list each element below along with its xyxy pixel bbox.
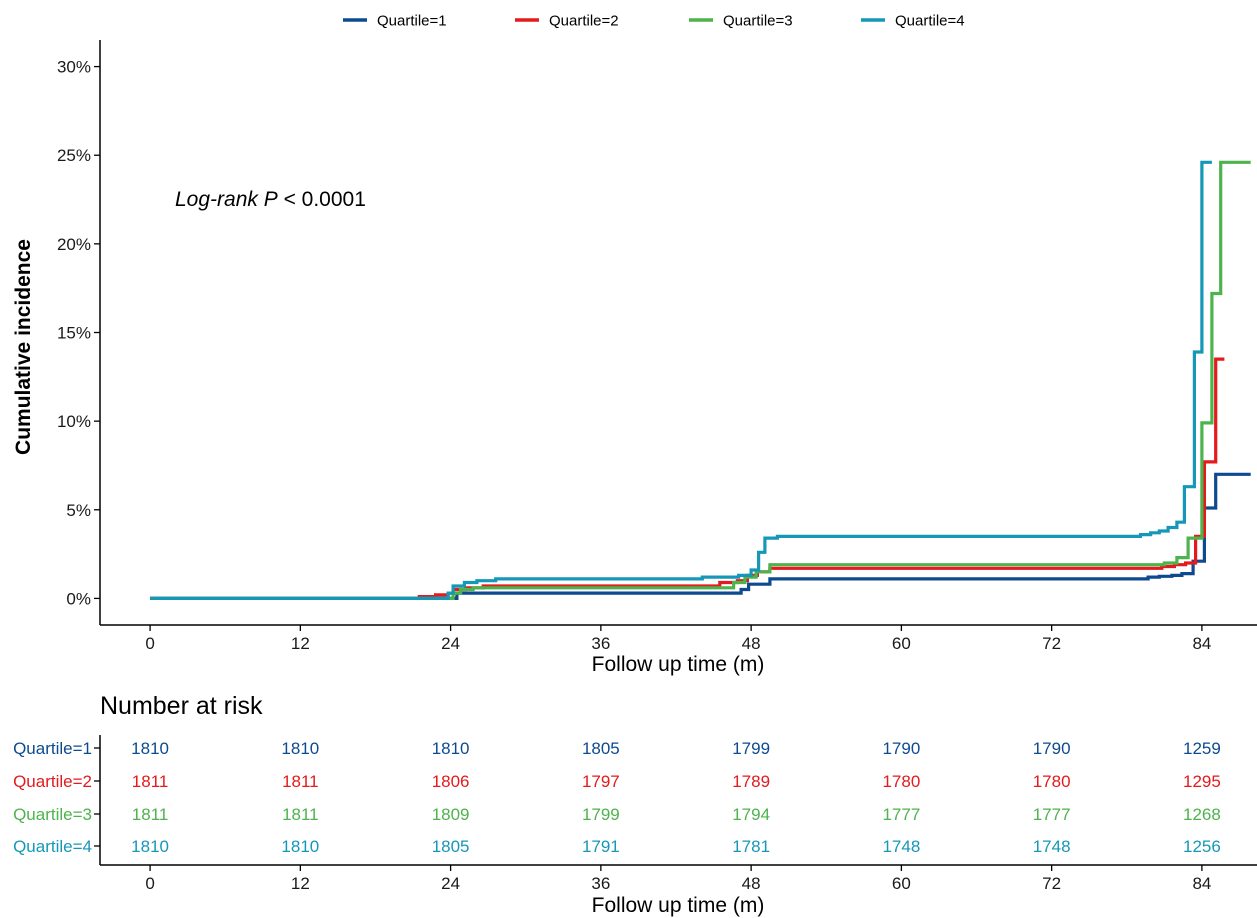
risk-count: 1748 [882, 837, 920, 856]
legend: Quartile=1 Quartile=2 Quartile=3 Quartile=4 [343, 13, 965, 30]
risk-count: 1810 [131, 739, 169, 758]
risk-count: 1790 [882, 739, 920, 758]
risk-count: 1806 [432, 772, 470, 791]
risk-x-tick-label: 72 [1042, 874, 1061, 893]
risk-x-tick-label: 12 [291, 874, 310, 893]
curve-quartile-1 [150, 472, 1251, 600]
risk-count: 1811 [132, 805, 169, 824]
x-tick-label: 84 [1192, 634, 1211, 653]
legend-label-quartile-4: Quartile=4 [895, 13, 965, 30]
risk-count: 1811 [282, 772, 319, 791]
x-axis-title: Follow up time (m) [592, 653, 765, 676]
risk-count: 1811 [132, 772, 169, 791]
risk-count: 1777 [882, 805, 920, 824]
x-tick-label: 36 [591, 634, 610, 653]
risk-count: 1777 [1033, 805, 1071, 824]
risk-count: 1799 [582, 805, 620, 824]
risk-count: 1794 [732, 805, 770, 824]
risk-row-label-quartile-2: Quartile=2 [13, 772, 92, 791]
x-tick-label: 72 [1042, 634, 1061, 653]
risk-count: 1810 [281, 837, 319, 856]
risk-count: 1789 [732, 772, 770, 791]
risk-count: 1256 [1183, 837, 1221, 856]
y-tick-label: 0% [66, 589, 91, 608]
risk-x-tick-label: 60 [892, 874, 911, 893]
risk-count: 1810 [281, 739, 319, 758]
y-tick-label: 10% [57, 412, 91, 431]
y-tick-label: 25% [57, 146, 91, 165]
curve-quartile-2 [150, 357, 1225, 600]
risk-count: 1268 [1183, 805, 1221, 824]
risk-x-tick-label: 84 [1192, 874, 1211, 893]
risk-table-title: Number at risk [100, 692, 263, 720]
x-tick-label: 60 [892, 634, 911, 653]
y-axis: 0% 5% 10% 15% 20% 25% 30% [57, 40, 101, 625]
risk-row-label-quartile-1: Quartile=1 [13, 739, 92, 758]
risk-x-tick-label: 36 [591, 874, 610, 893]
legend-label-quartile-1: Quartile=1 [377, 13, 447, 30]
log-rank-italic: Log-rank P [175, 188, 278, 211]
risk-table-x-axis: 0 12 24 36 48 60 72 84 [100, 864, 1257, 893]
y-tick-label: 30% [57, 58, 91, 77]
legend-label-quartile-2: Quartile=2 [549, 13, 619, 30]
y-tick-label: 5% [66, 501, 91, 520]
y-tick-label: 20% [57, 235, 91, 254]
y-axis-title: Cumulative incidence [12, 239, 35, 455]
risk-count: 1805 [582, 739, 620, 758]
risk-count: 1781 [732, 837, 770, 856]
x-tick-label: 12 [291, 634, 310, 653]
risk-count: 1811 [282, 805, 319, 824]
risk-count: 1810 [432, 739, 470, 758]
y-tick-label: 15% [57, 324, 91, 343]
risk-count: 1790 [1033, 739, 1071, 758]
risk-x-tick-label: 24 [441, 874, 460, 893]
log-rank-value: < 0.0001 [278, 188, 366, 211]
log-rank-annotation: Log-rank P < 0.0001 [175, 188, 366, 211]
risk-table-x-axis-title: Follow up time (m) [592, 894, 765, 917]
x-axis: 0 12 24 36 48 60 72 84 [100, 624, 1257, 653]
legend-label-quartile-3: Quartile=3 [723, 13, 793, 30]
number-at-risk-table: Number at risk Quartile=1 1810 1810 1810 180… [13, 692, 1257, 917]
risk-count: 1799 [732, 739, 770, 758]
risk-count: 1797 [582, 772, 620, 791]
x-tick-label: 24 [441, 634, 460, 653]
risk-count: 1780 [882, 772, 920, 791]
risk-count: 1809 [432, 805, 470, 824]
risk-count: 1810 [131, 837, 169, 856]
curve-quartile-4 [150, 160, 1212, 600]
risk-count: 1295 [1183, 772, 1221, 791]
risk-count: 1805 [432, 837, 470, 856]
risk-row-label-quartile-4: Quartile=4 [13, 837, 92, 856]
risk-count: 1259 [1183, 739, 1221, 758]
risk-x-tick-label: 0 [145, 874, 154, 893]
survival-curves [150, 160, 1251, 600]
risk-count: 1791 [582, 837, 620, 856]
risk-table-rows: Quartile=1 1810 1810 1810 1805 1799 1790 1790 12… [13, 735, 1221, 865]
risk-row-label-quartile-3: Quartile=3 [13, 805, 92, 824]
x-tick-label: 0 [145, 634, 154, 653]
x-tick-label: 48 [742, 634, 761, 653]
risk-count: 1748 [1033, 837, 1071, 856]
risk-x-tick-label: 48 [742, 874, 761, 893]
curve-quartile-3 [150, 160, 1251, 600]
cumulative-incidence-plot: Log-rank P < 0.0001 0%5%10%15%20%25%30% … [12, 40, 1257, 676]
risk-count: 1780 [1033, 772, 1071, 791]
